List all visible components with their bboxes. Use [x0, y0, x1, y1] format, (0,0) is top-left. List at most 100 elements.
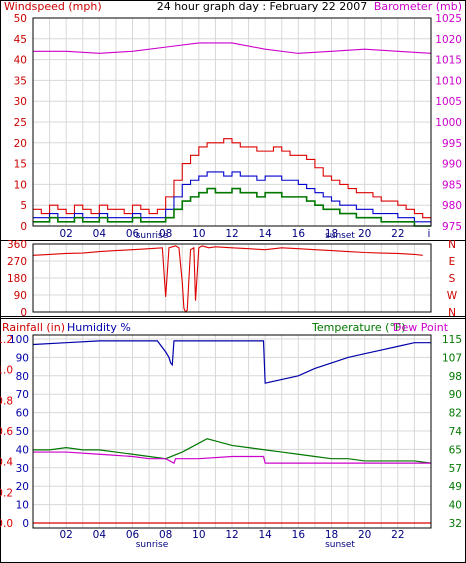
windspeed-tick-label: 25 — [14, 117, 27, 129]
sunrise-label-bottom: sunrise — [136, 540, 169, 550]
compass-label: N — [448, 239, 456, 251]
avg-line — [33, 171, 432, 226]
windspeed-tick-label: 50 — [14, 13, 27, 25]
temperature-tick-label: 98 — [449, 371, 462, 383]
direction-degree-label: 180 — [7, 273, 27, 285]
rainfall-ticks: 0.0 0.2 0.4 0.6 0.8 1.0 1.2 — [0, 334, 13, 530]
hour-tick-label: 04 — [93, 529, 107, 541]
humidity-tick-label: 100 — [9, 334, 29, 346]
hour-tick-label: 10 — [192, 529, 205, 541]
barometer-tick-label: 1005 — [435, 96, 462, 108]
temperature-tick-label: 57 — [449, 463, 462, 475]
hour-tick-label: 12 — [225, 529, 238, 541]
barometer-tick-label: 1010 — [435, 75, 462, 87]
barometer-tick-label: 1000 — [435, 117, 462, 129]
hour-tick-label: 10 — [192, 228, 205, 240]
temperature-tick-label: 115 — [442, 334, 462, 346]
hour-tick-label: 18 — [325, 228, 338, 240]
humidity-tick-label: 40 — [16, 444, 29, 456]
compass-label: N — [448, 307, 456, 319]
hour-tick-label: 08 — [159, 228, 172, 240]
baro-line — [33, 42, 432, 54]
direction-degree-ticks: 0 90 180 270 360 — [7, 239, 27, 319]
windspeed-tick-label: 20 — [14, 138, 27, 150]
speed-line — [33, 187, 431, 227]
hour-tick-label: 16 — [292, 529, 306, 541]
temperature-tick-label: 65 — [449, 444, 462, 456]
direction-degree-label: 270 — [7, 256, 27, 268]
hour-tick-label: 14 — [258, 228, 272, 240]
temperature-tick-label: 40 — [449, 500, 462, 512]
barometer-tick-label: 980 — [442, 200, 462, 212]
temperature-tick-label: 49 — [449, 481, 462, 493]
temperature-tick-label: 107 — [442, 352, 462, 364]
hour-tick-label: 20 — [358, 529, 371, 541]
temperature-axis-label: Temperature (°F) — [311, 321, 406, 334]
hour-tick-label: 02 — [59, 228, 72, 240]
rainfall-tick-label: 1.2 — [0, 334, 13, 346]
barometer-tick-label: 995 — [442, 138, 462, 150]
direction-plot-frame — [32, 243, 432, 313]
windspeed-ticks: 0 5 10 15 20 25 30 35 40 45 50 — [14, 13, 27, 233]
humidity-tick-label: 50 — [16, 426, 29, 438]
windspeed-tick-label: 30 — [14, 96, 27, 108]
windspeed-tick-label: 0 — [20, 221, 27, 233]
temperature-plot-frame — [32, 334, 432, 529]
compass-label: E — [449, 256, 456, 268]
chart-title: 24 hour graph day : February 22 2007 — [157, 0, 368, 13]
humidity-line — [32, 340, 431, 384]
hour-tick-label: 22 — [391, 529, 404, 541]
temperature-tick-label: 90 — [449, 389, 462, 401]
temperature-tick-label: 32 — [449, 518, 462, 530]
barometer-ticks: 975 980 985 990 995 1000 1005 1010 1015 1020 1025 — [435, 13, 462, 233]
humidity-tick-label: 20 — [16, 481, 29, 493]
windspeed-tick-label: 45 — [14, 34, 27, 46]
temperature-tick-label: 82 — [449, 408, 462, 420]
sunrise-label: sunrise — [136, 231, 169, 241]
hour-tick-label: 20 — [358, 228, 371, 240]
direction-degree-label: 0 — [20, 307, 27, 319]
humidity-ticks: 0 10 20 30 40 50 60 70 80 90 100 — [9, 334, 29, 530]
rainfall-tick-label: 0.6 — [0, 426, 13, 438]
humidity-tick-label: 60 — [16, 408, 29, 420]
rainfall-tick-label: 1.0 — [0, 365, 13, 377]
hour-tick-label: 12 — [225, 228, 238, 240]
dewpoint-line — [33, 451, 431, 464]
barometer-tick-label: 985 — [442, 179, 462, 191]
sunset-label-bottom: sunset — [325, 540, 355, 550]
windspeed-tick-label: 15 — [14, 159, 27, 171]
temperature-tick-label: 74 — [449, 426, 463, 438]
rainfall-tick-label: 0.4 — [0, 457, 13, 469]
windspeed-tick-label: 40 — [14, 55, 27, 67]
barometer-tick-label: 975 — [442, 221, 462, 233]
windspeed-x-ticks: 02 04 06 08 10 12 14 16 18 20 22 i — [59, 228, 430, 240]
hour-tick-label: i — [428, 228, 431, 240]
hour-tick-label: 04 — [93, 228, 107, 240]
barometer-axis-label: Barometer (mb) — [374, 0, 462, 13]
windspeed-series — [33, 42, 432, 227]
rainfall-axis-label: Rainfall (in) — [2, 321, 65, 334]
direction-degree-label: 360 — [7, 239, 27, 251]
humidity-tick-label: 30 — [16, 463, 29, 475]
barometer-tick-label: 1015 — [435, 55, 462, 67]
hour-tick-label: 08 — [159, 529, 172, 541]
sunset-label: sunset — [325, 231, 355, 241]
rainfall-tick-label: 0.0 — [0, 518, 13, 530]
windspeed-tick-label: 5 — [20, 200, 27, 212]
windspeed-tick-label: 10 — [14, 179, 27, 191]
humidity-tick-label: 0 — [22, 518, 29, 530]
windspeed-axis-label: Windspeed (mph) — [4, 0, 102, 13]
barometer-tick-label: 1020 — [435, 34, 462, 46]
compass-label: S — [449, 273, 456, 285]
humidity-tick-label: 70 — [16, 389, 29, 401]
windspeed-plot-frame — [32, 17, 432, 227]
dewpoint-axis-label: Dew Point — [393, 321, 449, 334]
temperature-line — [33, 438, 432, 464]
windspeed-tick-label: 35 — [14, 75, 27, 87]
direction-series — [32, 245, 423, 314]
humidity-tick-label: 80 — [16, 371, 29, 383]
hour-tick-label: 06 — [126, 228, 140, 240]
humidity-axis-label: Humidity % — [67, 321, 131, 334]
